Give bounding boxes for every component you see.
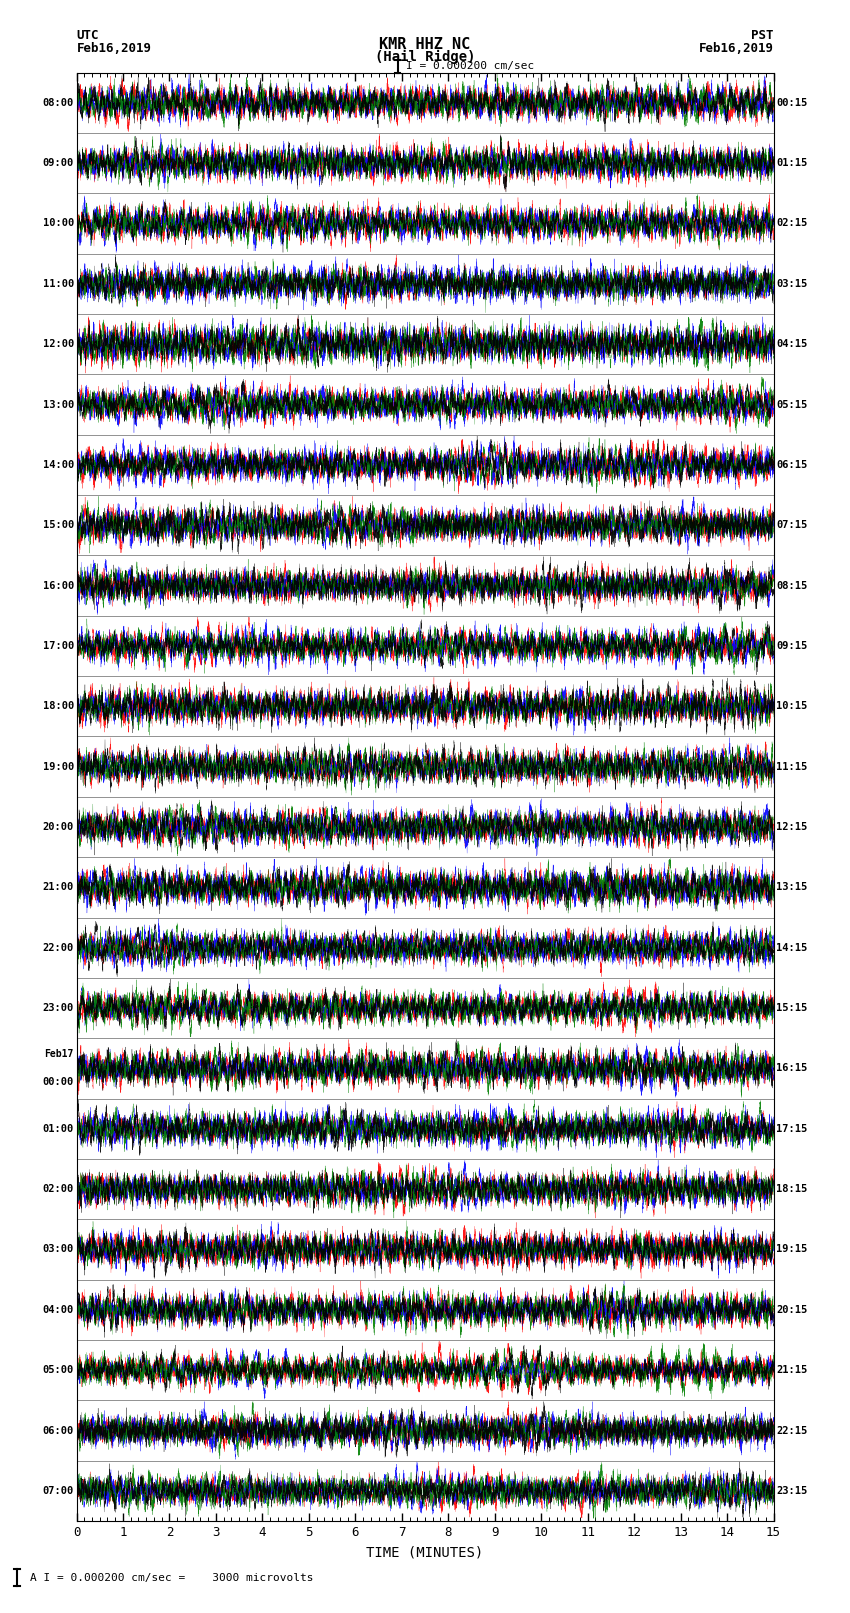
Text: 13:00: 13:00	[42, 400, 74, 410]
X-axis label: TIME (MINUTES): TIME (MINUTES)	[366, 1545, 484, 1560]
Text: 04:15: 04:15	[776, 339, 808, 348]
Text: PST: PST	[751, 29, 774, 42]
Text: 04:00: 04:00	[42, 1305, 74, 1315]
Text: 15:00: 15:00	[42, 521, 74, 531]
Text: 08:15: 08:15	[776, 581, 808, 590]
Text: 18:15: 18:15	[776, 1184, 808, 1194]
Text: 02:00: 02:00	[42, 1184, 74, 1194]
Text: 17:15: 17:15	[776, 1124, 808, 1134]
Text: 19:00: 19:00	[42, 761, 74, 771]
Text: I = 0.000200 cm/sec: I = 0.000200 cm/sec	[406, 61, 535, 71]
Text: 20:00: 20:00	[42, 823, 74, 832]
Text: 01:15: 01:15	[776, 158, 808, 168]
Text: 06:00: 06:00	[42, 1426, 74, 1436]
Text: 12:15: 12:15	[776, 823, 808, 832]
Text: 08:00: 08:00	[42, 98, 74, 108]
Text: 03:00: 03:00	[42, 1245, 74, 1255]
Text: 13:15: 13:15	[776, 882, 808, 892]
Text: 10:00: 10:00	[42, 218, 74, 229]
Text: 05:15: 05:15	[776, 400, 808, 410]
Text: Feb17: Feb17	[44, 1050, 74, 1060]
Text: 01:00: 01:00	[42, 1124, 74, 1134]
Text: 21:00: 21:00	[42, 882, 74, 892]
Text: 03:15: 03:15	[776, 279, 808, 289]
Text: 05:00: 05:00	[42, 1365, 74, 1376]
Text: 02:15: 02:15	[776, 218, 808, 229]
Text: 23:00: 23:00	[42, 1003, 74, 1013]
Text: 15:15: 15:15	[776, 1003, 808, 1013]
Text: 16:15: 16:15	[776, 1063, 808, 1073]
Text: 19:15: 19:15	[776, 1245, 808, 1255]
Text: 07:00: 07:00	[42, 1486, 74, 1495]
Text: 21:15: 21:15	[776, 1365, 808, 1376]
Text: A I = 0.000200 cm/sec =    3000 microvolts: A I = 0.000200 cm/sec = 3000 microvolts	[30, 1573, 314, 1582]
Text: 12:00: 12:00	[42, 339, 74, 348]
Text: 18:00: 18:00	[42, 702, 74, 711]
Text: 00:15: 00:15	[776, 98, 808, 108]
Text: 09:00: 09:00	[42, 158, 74, 168]
Text: 22:15: 22:15	[776, 1426, 808, 1436]
Text: 00:00: 00:00	[42, 1077, 74, 1087]
Text: (Hail Ridge): (Hail Ridge)	[375, 50, 475, 65]
Text: UTC: UTC	[76, 29, 99, 42]
Text: 14:15: 14:15	[776, 942, 808, 953]
Text: 09:15: 09:15	[776, 640, 808, 652]
Text: KMR HHZ NC: KMR HHZ NC	[379, 37, 471, 52]
Text: 22:00: 22:00	[42, 942, 74, 953]
Text: 14:00: 14:00	[42, 460, 74, 469]
Text: 20:15: 20:15	[776, 1305, 808, 1315]
Text: 07:15: 07:15	[776, 521, 808, 531]
Text: 11:00: 11:00	[42, 279, 74, 289]
Text: 11:15: 11:15	[776, 761, 808, 771]
Text: 06:15: 06:15	[776, 460, 808, 469]
Text: Feb16,2019: Feb16,2019	[699, 42, 774, 55]
Text: 17:00: 17:00	[42, 640, 74, 652]
Text: 10:15: 10:15	[776, 702, 808, 711]
Text: Feb16,2019: Feb16,2019	[76, 42, 151, 55]
Text: 16:00: 16:00	[42, 581, 74, 590]
Text: 23:15: 23:15	[776, 1486, 808, 1495]
